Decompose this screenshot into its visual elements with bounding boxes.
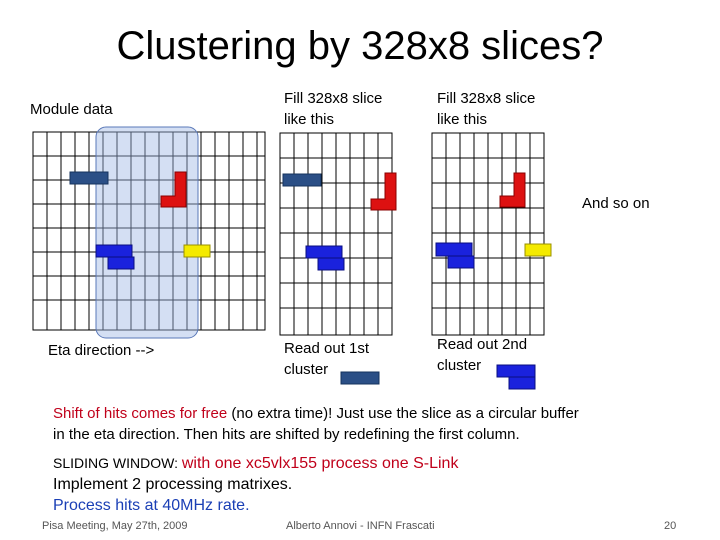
fill-slice-label-1-line1: Fill 328x8 slice [284,90,383,107]
page-number: 20 [664,520,677,532]
read-out-2nd-label: Read out 2nd cluster [437,334,527,376]
read-out-1st-label: Read out 1st cluster [284,338,369,380]
hit-dark-blue [69,171,109,185]
slice2-hit-blue-bottom [447,255,475,269]
hit-blue-top [95,244,133,258]
and-so-on-label: And so on [582,195,650,212]
slice-grid-2 [431,132,545,336]
read-out-1st-line1: Read out 1st [284,340,370,357]
sliding-line3: Process hits at 40MHz rate. [53,497,250,514]
read-out-2nd-line1: Read out 2nd [437,336,528,353]
sliding-window-highlight [95,126,199,339]
slide-title: Clustering by 328x8 slices? [116,24,604,68]
sliding-prefix: SLIDING WINDOW: [53,455,182,471]
hit-red-l-shape [160,171,187,208]
shift-rest-text: (no extra time)! Just use the slice as a… [227,405,579,422]
fill-slice-label-1-line2: like this [284,111,335,128]
read-out-2nd-line2: cluster [437,357,482,374]
footer-left: Pisa Meeting, May 27th, 2009 [42,520,188,532]
fill-slice-label-2-line2: like this [437,111,488,128]
hit-yellow [183,244,211,258]
shift-red-text: Shift of hits comes for free [53,405,228,422]
fill-slice-label-2-line1: Fill 328x8 slice [437,90,536,107]
shift-line2: in the eta direction. Then hits are shif… [53,426,520,443]
fill-slice-label-1: Fill 328x8 slice like this [284,88,382,130]
module-data-label: Module data [30,101,113,118]
hit-blue-bottom [107,256,135,270]
read-out-1st-line2: cluster [284,361,329,378]
sliding-line2: Implement 2 processing matrixes. [53,476,293,493]
sliding-window-paragraph: SLIDING WINDOW: with one xc5vlx155 proce… [53,453,458,516]
footer-center: Alberto Annovi - INFN Frascati [286,520,435,532]
slice2-hit-red [499,172,526,208]
slice1-hit-blue-top [305,245,343,259]
readout-1-cluster [340,371,380,385]
module-data-grid [32,131,266,331]
sliding-highlight: with one xc5vlx155 process one S-Link [181,455,459,472]
slice1-hit-red [370,172,397,211]
readout-2-cluster-bottom [508,376,536,390]
slice1-hit-dark-blue [282,173,322,187]
slice-grid-1 [279,132,393,336]
eta-direction-label: Eta direction --> [48,342,155,359]
readout-2-cluster-top [496,364,536,378]
shift-paragraph: Shift of hits comes for free (no extra t… [53,403,579,445]
fill-slice-label-2: Fill 328x8 slice like this [437,88,535,130]
slice1-hit-blue-bottom [317,257,345,271]
slice2-hit-yellow [524,243,552,257]
slice2-hit-blue-top [435,242,473,257]
